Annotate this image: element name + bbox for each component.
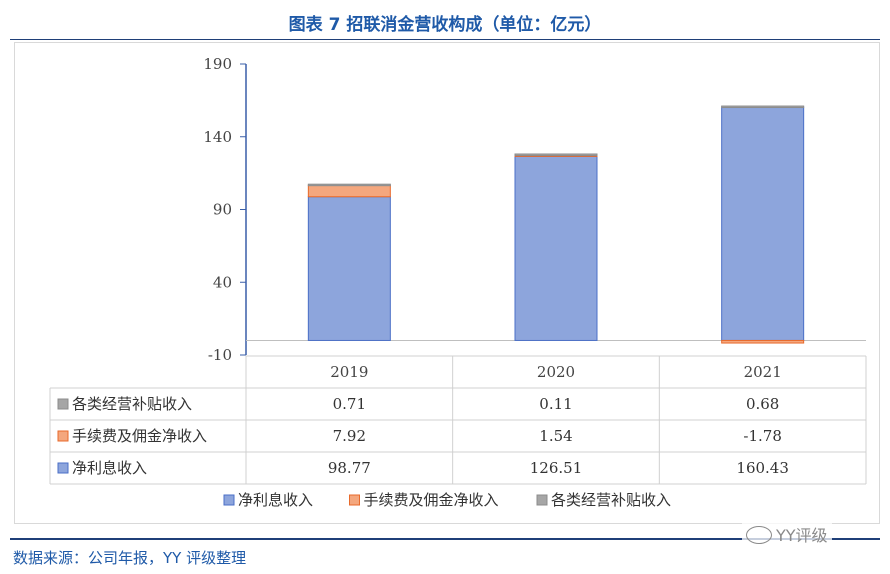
legend-label: 手续费及佣金净收入 <box>364 491 499 509</box>
data-label: -1.78 <box>743 427 781 445</box>
table-row-label: 各类经营补贴收入 <box>72 395 192 413</box>
bar-2019-series-2 <box>307 183 391 187</box>
table-row-label: 手续费及佣金净收入 <box>72 427 207 445</box>
data-label: 126.51 <box>530 459 583 477</box>
legend-key <box>349 494 360 506</box>
y-tick-label: 140 <box>203 128 232 146</box>
bar-2020-series-2 <box>514 153 598 156</box>
data-label: 1.54 <box>539 427 572 445</box>
data-label: 7.92 <box>333 427 366 445</box>
legend-label: 各类经营补贴收入 <box>551 491 671 509</box>
x-tick-label: 2021 <box>744 363 782 381</box>
bar-2021-series-1 <box>721 339 805 344</box>
bar-2021-series-0 <box>721 106 805 341</box>
bar-2021-series-2 <box>721 105 805 109</box>
table-row-label: 净利息收入 <box>72 459 147 477</box>
x-tick-label: 2020 <box>537 363 575 381</box>
bar-2019-series-0 <box>307 196 391 341</box>
data-label: 160.43 <box>736 459 789 477</box>
y-tick-label: 40 <box>213 273 232 291</box>
data-label: 0.11 <box>539 395 572 413</box>
watermark-text: YY评级 <box>776 526 828 545</box>
bar-2019-series-1 <box>307 184 391 198</box>
table-legend-key <box>57 462 69 474</box>
table-legend-key <box>57 430 69 442</box>
legend-key <box>223 494 235 506</box>
chart-title: 图表 7 招联消金营收构成（单位：亿元） <box>288 15 602 35</box>
data-label: 0.68 <box>746 395 779 413</box>
source-note: 数据来源：公司年报，YY 评级整理 <box>13 549 247 567</box>
watermark: YY评级 <box>742 522 832 546</box>
legend-key <box>536 494 548 506</box>
footer-divider <box>10 538 880 540</box>
y-tick-label: 190 <box>203 55 232 73</box>
wechat-icon <box>746 526 772 544</box>
y-tick-label: -10 <box>208 346 232 364</box>
title-divider <box>10 39 880 40</box>
legend-label: 净利息收入 <box>238 491 313 509</box>
x-tick-label: 2019 <box>330 363 368 381</box>
data-label: 98.77 <box>328 459 371 477</box>
y-tick-label: 90 <box>213 201 232 219</box>
data-label: 0.71 <box>333 395 366 413</box>
table-legend-key <box>57 398 69 410</box>
bar-2020-series-0 <box>514 155 598 341</box>
